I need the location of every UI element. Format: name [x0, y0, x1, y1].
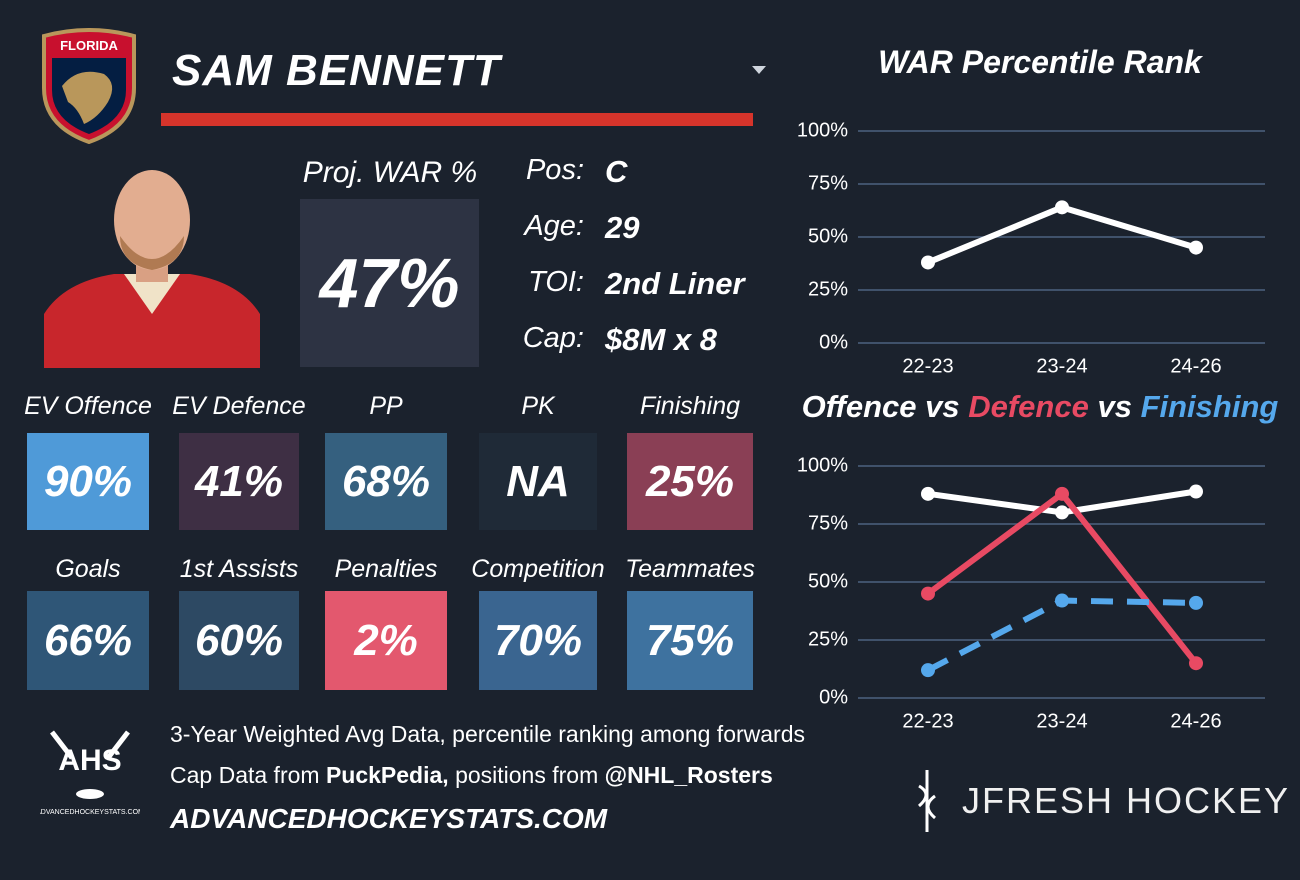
point	[921, 255, 935, 270]
card-value: 60%	[179, 591, 299, 690]
footer-line1: 3-Year Weighted Avg Data, percentile ran…	[170, 721, 806, 747]
point	[921, 486, 935, 501]
card-label: Finishing	[639, 392, 741, 420]
card-value: 70%	[479, 591, 597, 690]
card-label: EV Offence	[24, 392, 152, 420]
team-logo: FLORIDA	[42, 28, 136, 144]
y-tick-label: 75%	[808, 172, 848, 194]
ahs-logo-text: AHS	[58, 744, 121, 777]
info-value: C	[605, 154, 628, 189]
ahs-logo-caption: ADVANCEDHOCKEYSTATS.COM	[40, 809, 140, 816]
jfresh-logo	[917, 770, 937, 832]
y-tick-label: 0%	[819, 686, 848, 708]
card-label: 1st Assists	[179, 555, 299, 583]
team-name: FLORIDA	[60, 38, 118, 53]
info-value: $8M x 8	[605, 322, 718, 357]
player-name: SAM BENNETT	[172, 46, 501, 95]
point	[1055, 486, 1069, 501]
y-tick-label: 100%	[797, 119, 848, 141]
card-label: EV Defence	[172, 392, 306, 420]
summary-value: 47%	[300, 199, 479, 367]
point	[1189, 595, 1203, 610]
card-label: Competition	[471, 555, 605, 583]
card-label: Goals	[55, 555, 121, 583]
info-label: Pos:	[525, 154, 584, 186]
info-value: 29	[605, 210, 640, 245]
info-label: Age:	[524, 210, 584, 242]
footer-line2: Cap Data from PuckPedia, positions from …	[170, 762, 773, 789]
card-label: Penalties	[334, 555, 438, 583]
y-tick-label: 25%	[808, 628, 848, 650]
point	[921, 586, 935, 601]
x-tick-label: 22-23	[902, 355, 953, 377]
summary-label: Proj. WAR %	[302, 156, 478, 189]
title-separator: vs	[917, 389, 969, 424]
y-tick-label: 100%	[797, 454, 848, 476]
x-tick-label: 24-26	[1170, 355, 1221, 377]
y-tick-label: 50%	[808, 570, 848, 592]
card-value: 2%	[325, 591, 447, 690]
card-value: NA	[479, 433, 597, 530]
x-tick-label: 23-24	[1036, 355, 1087, 377]
chart-title: Offence vs Defence vs Finishing	[802, 389, 1279, 424]
footer-link: @NHL_Rosters	[604, 762, 773, 788]
legend-entry: Defence	[968, 389, 1089, 424]
card-value: 75%	[627, 591, 753, 690]
y-tick-label: 75%	[808, 512, 848, 534]
point	[1055, 505, 1069, 520]
x-tick-label: 22-23	[902, 710, 953, 732]
point	[1189, 656, 1203, 671]
dropdown-arrow[interactable]	[750, 64, 768, 76]
x-tick-label: 23-24	[1036, 710, 1087, 732]
point	[1055, 593, 1069, 608]
chart-title: WAR Percentile Rank	[878, 44, 1204, 80]
footer-text: Cap Data from	[170, 762, 326, 788]
footer-text: positions from	[448, 762, 605, 788]
legend-entry: Finishing	[1141, 389, 1279, 424]
name-underline	[161, 113, 753, 126]
line	[926, 204, 1197, 266]
y-tick-label: 50%	[808, 225, 848, 247]
card-value: 68%	[325, 433, 447, 530]
footer-link: PuckPedia,	[325, 762, 449, 788]
point	[921, 663, 935, 678]
point	[1055, 200, 1069, 215]
legend-entry: Offence	[802, 389, 917, 424]
x-tick-label: 24-26	[1170, 710, 1221, 732]
point	[1189, 484, 1203, 499]
title-separator: vs	[1089, 389, 1141, 424]
card-value: 25%	[627, 433, 753, 530]
info-label: Cap:	[522, 322, 584, 354]
y-tick-label: 0%	[819, 331, 848, 353]
ahs-logo: AHS ADVANCEDHOCKEYSTATS.COM	[40, 730, 140, 816]
player-photo	[44, 170, 260, 368]
card-value: 66%	[27, 591, 149, 690]
charts: WAR Percentile Rank Offence vs Defence v…	[797, 44, 1279, 732]
card-label: Teammates	[625, 555, 755, 583]
y-tick-label: 25%	[808, 278, 848, 300]
card-label: PP	[369, 392, 403, 420]
info-value: 2nd Liner	[605, 266, 745, 301]
info-label: TOI:	[528, 266, 584, 298]
card-value: 41%	[179, 433, 299, 530]
point	[1189, 240, 1203, 255]
brand: JFRESH HOCKEY	[962, 780, 1291, 821]
card-label: PK	[521, 392, 555, 420]
footer-site: ADVANCEDHOCKEYSTATS.COM	[170, 803, 608, 834]
card-value: 90%	[27, 433, 149, 530]
